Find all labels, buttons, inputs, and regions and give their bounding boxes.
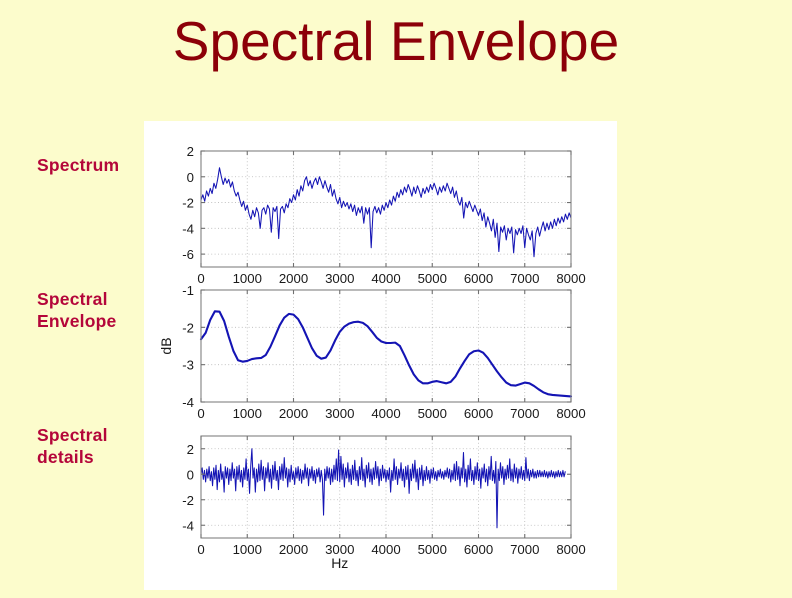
y-tick-label: -1 [182,284,194,298]
x-tick-label: 6000 [464,542,493,557]
x-tick-label: 3000 [325,406,354,421]
y-tick-label: -3 [182,358,194,373]
y-tick-label: 2 [187,442,194,457]
y-tick-label: -6 [182,247,194,262]
x-tick-label: 2000 [279,406,308,421]
label-spectrum-text: Spectrum [37,155,120,175]
x-tick-label: 0 [197,271,204,286]
x-tick-label: 7000 [510,542,539,557]
x-axis-label: Hz [331,555,348,571]
x-tick-label: 6000 [464,271,493,286]
x-tick-label: 2000 [279,271,308,286]
x-tick-label: 1000 [233,271,262,286]
x-tick-label: 8000 [556,271,585,286]
y-tick-label: -2 [182,196,194,211]
label-spectral-details: Spectral details [37,424,108,468]
x-tick-label: 4000 [371,406,400,421]
y-tick-label: -4 [182,518,194,533]
x-tick-label: 8000 [556,542,585,557]
y-axis-label: dB [158,337,174,354]
label-spectral-envelope-line2: Envelope [37,311,117,331]
label-spectral-details-line1: Spectral [37,425,108,445]
y-tick-label: 0 [187,170,194,185]
chart-spectral-envelope-svg: 0 1000 2000 3000 4000 5000 6000 7000 8000 -1 -2 -3 -… [158,284,586,421]
x-tick-label: 6000 [464,406,493,421]
chart-spectral-details: 0 1000 2000 3000 4000 5000 6000 7000 8000 2 0 -2 -4 H… [144,426,617,586]
x-tick-label: 7000 [510,406,539,421]
x-tick-label: 8000 [556,406,585,421]
x-tick-label: 4000 [371,542,400,557]
chart-spectral-details-svg: 0 1000 2000 3000 4000 5000 6000 7000 8000 2 0 -2 -4 H… [182,435,586,571]
y-tick-label: 2 [187,144,194,159]
x-tick-label: 2000 [279,542,308,557]
x-tick-label: 0 [197,542,204,557]
x-tick-label: 0 [197,406,204,421]
chart-spectral-envelope: 0 1000 2000 3000 4000 5000 6000 7000 8000 -1 -2 -3 -… [144,284,617,432]
y-tick-label: -4 [182,395,194,410]
chart-spectrum: 0 1000 2000 3000 4000 5000 6000 7000 8000 2 0 -2 -4 -… [144,143,617,293]
label-spectral-details-line2: details [37,447,94,467]
y-tick-label: -4 [182,221,194,236]
x-tick-label: 5000 [418,542,447,557]
x-tick-label: 7000 [510,271,539,286]
x-tick-label: 5000 [418,406,447,421]
x-tick-label: 3000 [325,542,354,557]
chart-spectrum-svg: 0 1000 2000 3000 4000 5000 6000 7000 8000 2 0 -2 -4 -… [182,144,585,286]
label-spectrum: Spectrum [37,154,119,176]
y-tick-label: -2 [182,493,194,508]
y-tick-label: -2 [182,320,194,335]
y-tick-label: 0 [187,467,194,482]
x-tick-label: 1000 [233,542,262,557]
page-title: Spectral Envelope [172,10,620,72]
x-tick-label: 4000 [371,271,400,286]
x-tick-label: 3000 [325,271,354,286]
x-tick-label: 5000 [418,271,447,286]
label-spectral-envelope-line1: Spectral [37,289,108,309]
label-spectral-envelope: Spectral Envelope [37,288,116,332]
figure-panel-group: 0 1000 2000 3000 4000 5000 6000 7000 8000 2 0 -2 -4-… [144,121,617,590]
x-tick-label: 1000 [233,406,262,421]
